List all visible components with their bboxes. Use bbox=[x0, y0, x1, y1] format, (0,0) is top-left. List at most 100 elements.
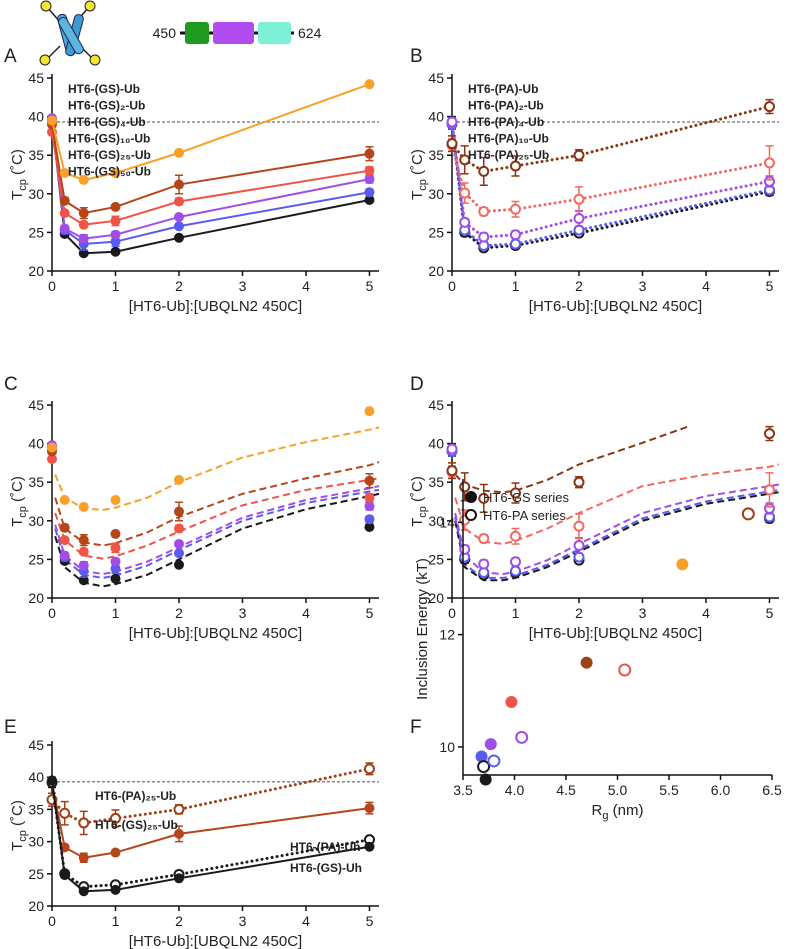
data-point bbox=[173, 196, 184, 207]
data-point bbox=[173, 548, 184, 559]
x-tick-label: 3 bbox=[239, 278, 247, 294]
data-point bbox=[364, 492, 375, 503]
y-axis-label-part: cp bbox=[17, 506, 29, 518]
data-point bbox=[173, 538, 184, 549]
data-point bbox=[110, 201, 121, 212]
data-point bbox=[59, 494, 70, 505]
y-axis-label-part: cp bbox=[417, 179, 429, 191]
data-point bbox=[618, 663, 632, 677]
y-tick-label: 40 bbox=[28, 769, 44, 785]
series-line bbox=[51, 783, 370, 859]
y-axis-label-part: T bbox=[9, 842, 26, 851]
series-line bbox=[450, 122, 771, 248]
x-tick-label: 5.5 bbox=[659, 782, 679, 798]
y-tick-label: 45 bbox=[28, 397, 44, 413]
data-point bbox=[509, 238, 521, 250]
fit-curve bbox=[454, 424, 691, 494]
data-point bbox=[173, 221, 184, 232]
x-axis-label: [HT6-Ub]:[UBQLN2 450C] bbox=[529, 298, 702, 315]
y-tick-label: 45 bbox=[428, 70, 444, 86]
fit-curve bbox=[54, 488, 380, 579]
data-point bbox=[173, 232, 184, 243]
x-tick-label: 4.5 bbox=[556, 782, 576, 798]
x-tick-label: 4 bbox=[702, 605, 710, 621]
fit-curve bbox=[54, 477, 380, 560]
data-point bbox=[59, 167, 70, 178]
data-point bbox=[173, 474, 184, 485]
data-point bbox=[110, 246, 121, 257]
x-tick-label: 6.0 bbox=[711, 782, 731, 798]
data-point bbox=[173, 559, 184, 570]
x-tick-label: 0 bbox=[448, 278, 456, 294]
series-annotation: HT6-(GS)₂₅-Ub bbox=[95, 818, 178, 832]
y-axis-label: Tcp (˚C) bbox=[9, 476, 29, 527]
data-point bbox=[47, 115, 57, 126]
x-tick-label: 1 bbox=[512, 278, 520, 294]
y-tick-label: 30 bbox=[428, 513, 444, 529]
data-point bbox=[446, 116, 458, 128]
fit-curve bbox=[454, 463, 780, 545]
data-point bbox=[173, 828, 184, 839]
data-point bbox=[59, 223, 70, 234]
data-point bbox=[509, 530, 521, 542]
y-tick-label: 25 bbox=[28, 224, 44, 240]
x-tick-label: 0 bbox=[48, 278, 56, 294]
data-point bbox=[446, 465, 458, 477]
x-tick-label: 3 bbox=[239, 913, 247, 929]
x-tick-label: 2 bbox=[175, 278, 183, 294]
data-point bbox=[173, 506, 184, 517]
data-point bbox=[364, 165, 375, 176]
legend-label: HT6-(GS)₂₅-Ub bbox=[68, 148, 151, 162]
data-point bbox=[509, 229, 521, 241]
x-tick-label: 3 bbox=[639, 605, 647, 621]
data-point bbox=[505, 696, 518, 708]
y-axis-label-part: T bbox=[409, 518, 426, 527]
legend-marker bbox=[465, 509, 477, 521]
data-point bbox=[78, 233, 89, 244]
data-point bbox=[509, 556, 521, 568]
y-tick-label: 45 bbox=[28, 737, 44, 753]
fit-curve bbox=[54, 492, 380, 588]
data-point bbox=[110, 542, 121, 553]
x-axis-label: [HT6-Ub]:[UBQLN2 450C] bbox=[529, 625, 702, 642]
x-tick-label: 0 bbox=[448, 605, 456, 621]
series-line bbox=[51, 83, 370, 181]
series-annotation: HT6-(PA)₂₅-Ub bbox=[95, 789, 176, 803]
data-point bbox=[741, 507, 755, 521]
fit-curve bbox=[454, 483, 780, 576]
legend-label: HT6-(GS)₅₀-Ub bbox=[68, 165, 151, 179]
data-point bbox=[78, 501, 89, 512]
y-tick-label: 40 bbox=[28, 109, 44, 125]
data-point bbox=[515, 730, 529, 744]
y-tick-label: 30 bbox=[428, 186, 444, 202]
data-point bbox=[478, 231, 490, 243]
x-tick-label: 1 bbox=[112, 605, 120, 621]
data-point bbox=[484, 738, 497, 751]
data-point bbox=[364, 406, 375, 417]
legend-label: HT6-PA series bbox=[483, 508, 566, 523]
data-point bbox=[364, 79, 375, 90]
data-point bbox=[110, 494, 121, 505]
data-point bbox=[59, 550, 70, 561]
data-point bbox=[478, 492, 490, 504]
data-point bbox=[364, 501, 375, 512]
legend-label: HT6-(PA)-Ub bbox=[468, 82, 538, 96]
y-tick-label: 25 bbox=[28, 551, 44, 567]
y-tick-label: 12 bbox=[439, 627, 455, 643]
panel-letter: B bbox=[410, 46, 423, 67]
data-point bbox=[78, 208, 89, 219]
legend-marker bbox=[465, 491, 477, 503]
data-point bbox=[459, 187, 471, 199]
x-tick-label: 4 bbox=[302, 605, 310, 621]
series-annotation: HT6-(GS)-Uh bbox=[290, 861, 362, 875]
data-point bbox=[110, 847, 121, 858]
legend-label: HT6-(PA)₂-Ub bbox=[468, 99, 544, 113]
data-point bbox=[59, 208, 70, 219]
x-axis-label: Rg (nm) bbox=[592, 802, 644, 822]
x-axis-label: [HT6-Ub]:[UBQLN2 450C] bbox=[129, 625, 302, 642]
data-point bbox=[364, 514, 375, 525]
